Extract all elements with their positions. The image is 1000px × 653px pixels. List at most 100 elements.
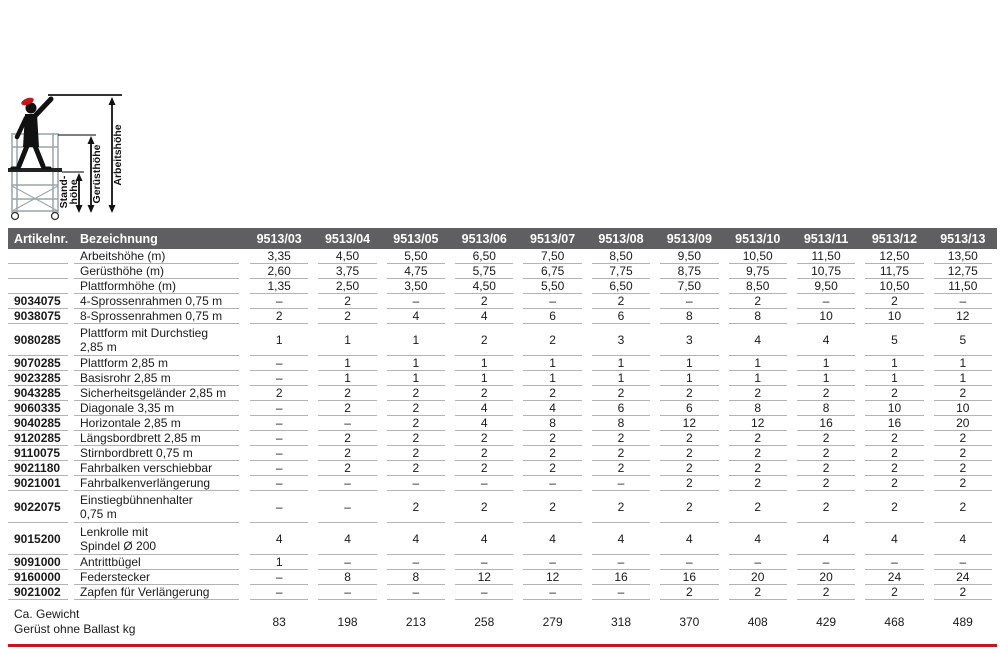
value-cell: 2 (318, 401, 377, 416)
value-cell: 4 (455, 401, 514, 416)
value-cell: – (318, 491, 377, 523)
value-cell: 2 (455, 294, 514, 309)
value-cell: 6,50 (591, 279, 651, 294)
value-cell: 1 (318, 324, 377, 356)
weight-cell: 198 (337, 615, 358, 629)
value-cell: 20 (728, 570, 787, 585)
value-cell: 10 (865, 401, 924, 416)
value-cell: – (386, 294, 446, 309)
value-cell: 6 (591, 309, 651, 324)
value-cell: – (250, 461, 309, 476)
value-cell: 1 (318, 371, 377, 386)
value-cell: 13,50 (933, 249, 992, 264)
value-cell: – (660, 294, 719, 309)
value-cell: 6,50 (455, 249, 514, 264)
value-cell: 4 (250, 523, 309, 555)
artikelnr-cell: 9021002 (8, 585, 68, 600)
artikelnr-cell: 9021180 (8, 461, 68, 476)
value-cell: 16 (660, 570, 719, 585)
bezeichnung-cell: Stirnbordbrett 0,75 m (74, 446, 239, 461)
value-cell: – (250, 401, 309, 416)
towers-illustration (236, 0, 1000, 228)
value-cell: 2 (660, 446, 719, 461)
value-cell: – (386, 555, 446, 570)
value-cell: 2 (455, 491, 514, 523)
table-row: Plattformhöhe (m) 1,35 2,50 3,50 4,50 5,50 6,5… (8, 279, 997, 294)
value-cell: 1 (386, 371, 446, 386)
value-cell: 11,50 (933, 279, 992, 294)
value-cell: 2 (865, 386, 924, 401)
value-cell: 5 (865, 324, 924, 356)
bezeichnung-cell: Längsbordbrett 2,85 m (74, 431, 239, 446)
legend-wheel-right (50, 211, 60, 221)
value-cell: 12 (523, 570, 582, 585)
value-cell: 2 (933, 585, 992, 600)
bezeichnung-cell: 8-Sprossenrahmen 0,75 m (74, 309, 239, 324)
value-cell: 2 (591, 386, 651, 401)
footer-label-line1: Ca. Gewicht (14, 607, 80, 621)
geruesthoehe-label: Gerüsthöhe (91, 144, 103, 203)
value-cell: 4 (796, 324, 856, 356)
value-cell: 2 (455, 461, 514, 476)
header-bezeichnung: Bezeichnung (80, 231, 158, 246)
value-cell: – (250, 356, 309, 371)
value-cell: 8,50 (591, 249, 651, 264)
value-cell: 2,50 (318, 279, 377, 294)
legend-platform (8, 168, 62, 172)
bezeichnung-cell: Federstecker (74, 570, 239, 585)
value-cell: – (250, 371, 309, 386)
value-cell: 5,50 (386, 249, 446, 264)
value-cell: – (250, 416, 309, 431)
bezeichnung-cell: Plattformhöhe (m) (74, 279, 239, 294)
value-cell: 3,50 (386, 279, 446, 294)
value-cell: 3 (591, 324, 651, 356)
value-cell: 1 (455, 371, 514, 386)
artikelnr-cell: 9120285 (8, 431, 68, 446)
artikelnr-cell (8, 249, 68, 264)
geruesthoehe-arrow-icon (87, 136, 95, 213)
value-cell: 4 (796, 523, 856, 555)
value-cell: – (318, 585, 377, 600)
value-cell: 1 (933, 371, 992, 386)
standhoehe-arrow-icon (75, 173, 83, 213)
value-cell: 2 (523, 431, 582, 446)
value-cell: 4 (728, 523, 787, 555)
column-header: 9513/03 (256, 231, 302, 246)
value-cell: 8 (660, 309, 719, 324)
artikelnr-cell (8, 264, 68, 279)
value-cell: 2 (318, 431, 377, 446)
value-cell: 1 (386, 324, 446, 356)
table-row: 9038075 8-Sprossenrahmen 0,75 m 2 2 4 4 6 6 8 8 10… (8, 309, 997, 324)
column-header: 9513/05 (393, 231, 439, 246)
top-illustrations: Arbeitshöhe Gerüsthöhe Stand- höhe (0, 0, 1000, 228)
value-cell: 2 (591, 461, 651, 476)
value-cell: 2 (523, 386, 582, 401)
spec-table: Artikelnr. Bezeichnung 9513/03 9513/04 951… (8, 228, 997, 647)
value-cell: 2 (728, 431, 787, 446)
value-cell: 4 (318, 523, 377, 555)
value-cell: – (933, 555, 992, 570)
value-cell: 2 (933, 386, 992, 401)
bottom-red-line (8, 644, 997, 647)
value-cell: – (250, 491, 309, 523)
value-cell: 24 (933, 570, 992, 585)
value-cell: 2 (523, 491, 582, 523)
value-cell: 4 (386, 309, 446, 324)
table-row: Gerüsthöhe (m) 2,60 3,75 4,75 5,75 6,75 7,75 8,… (8, 264, 997, 279)
value-cell: 2 (386, 416, 446, 431)
value-cell: – (455, 476, 514, 491)
artikelnr-cell: 9038075 (8, 309, 68, 324)
value-cell: 1 (933, 356, 992, 371)
value-cell: – (523, 294, 582, 309)
weight-cell: 83 (272, 615, 286, 629)
value-cell: 1 (660, 371, 719, 386)
height-legend-figure: Arbeitshöhe Gerüsthöhe Stand- höhe (8, 94, 124, 221)
bezeichnung-cell: Zapfen für Verlängerung (74, 585, 239, 600)
value-cell: 2 (660, 491, 719, 523)
table-row: 9091000 Antrittbügel 1– – – – – – – – – – (8, 555, 997, 570)
value-cell: 2 (660, 386, 719, 401)
value-cell: 2 (591, 431, 651, 446)
value-cell: 1 (865, 356, 924, 371)
table-row: 9023285 Basisrohr 2,85 m –1 1 1 1 1 1 1 1 1 1 (8, 371, 997, 386)
